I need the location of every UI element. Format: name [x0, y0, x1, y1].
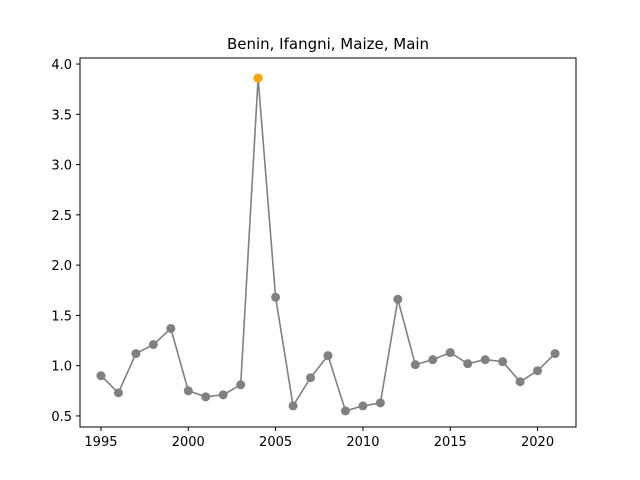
data-point	[375, 398, 385, 408]
data-point	[131, 349, 141, 359]
highlight-layer	[253, 73, 263, 83]
y-tick-label: 4.0	[51, 58, 72, 73]
x-tick-label: 2015	[434, 435, 467, 450]
y-tick-label: 2.0	[51, 259, 72, 274]
data-point	[410, 360, 420, 370]
data-point	[113, 388, 123, 398]
data-point	[218, 390, 228, 400]
data-point	[183, 386, 193, 396]
data-point	[393, 294, 403, 304]
plot-frame	[79, 57, 577, 428]
data-point	[480, 355, 490, 365]
data-point	[533, 366, 543, 376]
data-point	[463, 359, 473, 369]
y-tick-label: 1.0	[51, 360, 72, 375]
y-tick-label: 3.5	[51, 108, 72, 123]
data-point	[515, 377, 525, 387]
y-tick-label: 3.0	[51, 159, 72, 174]
data-point	[288, 401, 298, 411]
data-point	[428, 355, 438, 365]
data-point	[323, 351, 333, 361]
axes: 1995 2000 2005 2010 2015 2020 0.5 1.0 1.5 2.0 2.5 3…	[51, 58, 554, 450]
data-point	[96, 371, 106, 381]
series-layer	[96, 73, 560, 416]
x-tick-label: 2000	[172, 435, 205, 450]
data-point	[550, 349, 560, 359]
y-tick-label: 2.5	[51, 209, 72, 224]
x-tick-label: 2010	[346, 435, 379, 450]
x-tick-label: 2020	[521, 435, 554, 450]
data-point	[201, 392, 211, 402]
data-point	[445, 348, 455, 358]
data-point	[306, 373, 316, 383]
data-point	[271, 292, 281, 302]
highlight-point	[253, 73, 263, 83]
data-point	[236, 380, 246, 390]
x-tick-label: 2005	[259, 435, 292, 450]
data-point	[166, 323, 176, 333]
data-point	[358, 401, 368, 411]
chart-title: Benin, Ifangni, Maize, Main	[227, 35, 429, 53]
y-tick-label: 1.5	[51, 309, 72, 324]
y-tick-label: 0.5	[51, 410, 72, 425]
data-point	[498, 357, 508, 367]
x-tick-label: 1995	[84, 435, 117, 450]
data-point	[148, 340, 158, 350]
data-point	[340, 406, 350, 416]
